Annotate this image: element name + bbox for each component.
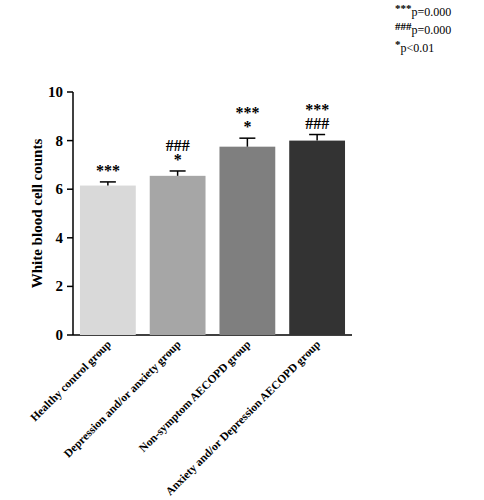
y-tick-label: 0	[56, 327, 64, 343]
y-tick	[67, 334, 73, 336]
y-tick	[67, 188, 73, 190]
significance-mark: ***	[305, 101, 329, 118]
y-axis-label: White blood cell counts	[29, 139, 45, 289]
error-bar	[170, 171, 186, 176]
bar	[80, 186, 136, 335]
x-tick-label: Non-symptom AECOPD group	[136, 338, 253, 455]
y-tick	[67, 286, 73, 288]
y-tick-label: 6	[56, 181, 64, 197]
y-tick	[67, 91, 73, 93]
y-tick-label: 8	[56, 133, 64, 149]
bar	[289, 141, 345, 335]
y-tick	[67, 140, 73, 142]
y-axis	[72, 92, 74, 335]
y-tick-label: 4	[56, 230, 64, 246]
labels: ***Healthy control group*###Depression a…	[28, 101, 329, 499]
x-tick-label: Anxiety and/or Depression AECOPD group	[163, 338, 323, 498]
annotation: *p<0.01	[395, 38, 434, 55]
y-tick-label: 2	[56, 278, 64, 294]
bar	[219, 147, 275, 335]
significance-mark: ###	[166, 137, 190, 154]
bar	[150, 176, 206, 335]
significance-mark: ***	[96, 162, 120, 179]
error-bar	[100, 182, 116, 186]
annotation: ***p=0.000	[395, 2, 451, 19]
annotation: ###p=0.000	[395, 20, 451, 37]
error-bar	[239, 138, 255, 147]
bars	[80, 135, 345, 335]
significance-mark: ***	[235, 104, 259, 121]
error-bar	[309, 135, 325, 141]
chart: 0 2 4 6 8 10 White blood cell counts***Healthy…	[0, 0, 484, 500]
x-tick-label: Depression and/or anxiety group	[61, 338, 183, 460]
y-tick-label: 10	[48, 84, 63, 100]
y-tick	[67, 237, 73, 239]
